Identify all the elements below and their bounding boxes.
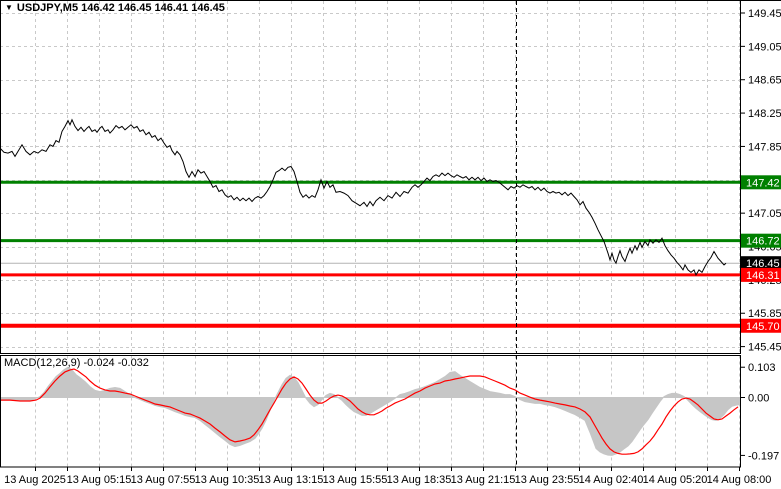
price-line [0, 118, 727, 277]
price-level-badge [741, 175, 781, 190]
price-level-badge [741, 256, 781, 271]
macd-panel-border [0, 355, 741, 468]
price-level-badge-label: 146.72 [746, 236, 780, 248]
time-axis-label: 13 Aug 21:15 [451, 474, 516, 486]
time-axis-label: 13 Aug 18:35 [387, 474, 452, 486]
price-axis-label: 147.85 [748, 141, 781, 153]
time-axis-label: 13 Aug 10:35 [195, 474, 260, 486]
price-axis-label: 145.45 [748, 342, 781, 354]
macd-histogram [0, 366, 741, 456]
price-axis-label: 147.05 [748, 208, 781, 220]
time-axis-label: 13 Aug 23:55 [515, 474, 580, 486]
macd-axis-label: 0.00 [748, 393, 769, 405]
macd-indicator-label: MACD(12,26,9) -0.024 -0.032 [4, 357, 149, 381]
time-axis-label: 13 Aug 05:15 [67, 474, 132, 486]
time-axis-label: 13 Aug 13:15 [259, 474, 324, 486]
macd-signal-line [0, 368, 739, 455]
price-axis-label: 149.45 [748, 8, 781, 20]
price-level-badge-label: 147.42 [746, 177, 780, 189]
main-panel-border [0, 0, 741, 354]
symbol-dropdown-icon[interactable]: ▼ [5, 3, 13, 12]
macd-values-label: -0.024 -0.032 [83, 357, 149, 369]
time-axis-label: 13 Aug 15:55 [323, 474, 388, 486]
macd-axis-label: -0.197 [748, 450, 779, 462]
price-axis-label: 148.25 [748, 108, 781, 120]
price-level-badge-label: 146.31 [746, 270, 780, 282]
price-axis-label: 145.85 [748, 308, 781, 320]
time-axis-label: 14 Aug 02:40 [579, 474, 644, 486]
time-axis-label: 14 Aug 05:20 [643, 474, 708, 486]
ohlc-quotes-label: 146.42 146.45 146.41 146.45 [81, 2, 225, 14]
price-axis-label: 149.05 [748, 41, 781, 53]
chart-title: ▼ USDJPY,M5 146.42 146.45 146.41 146.45 [5, 2, 225, 26]
price-axis-label: 148.65 [748, 75, 781, 87]
price-level-badge-label: 146.45 [746, 258, 780, 270]
time-axis-label: 14 Aug 08:00 [707, 474, 772, 486]
price-level-badge-label: 145.70 [746, 321, 780, 333]
price-level-badge [741, 318, 781, 333]
macd-axis-label: 0.103 [748, 362, 776, 374]
macd-name-label: MACD(12,26,9) [4, 357, 81, 369]
price-level-badge [741, 267, 781, 282]
price-level-badge [741, 233, 781, 248]
time-axis-label: 13 Aug 2025 [4, 474, 66, 486]
time-axis-label: 13 Aug 07:55 [131, 474, 196, 486]
symbol-period-label: USDJPY,M5 [16, 2, 79, 14]
